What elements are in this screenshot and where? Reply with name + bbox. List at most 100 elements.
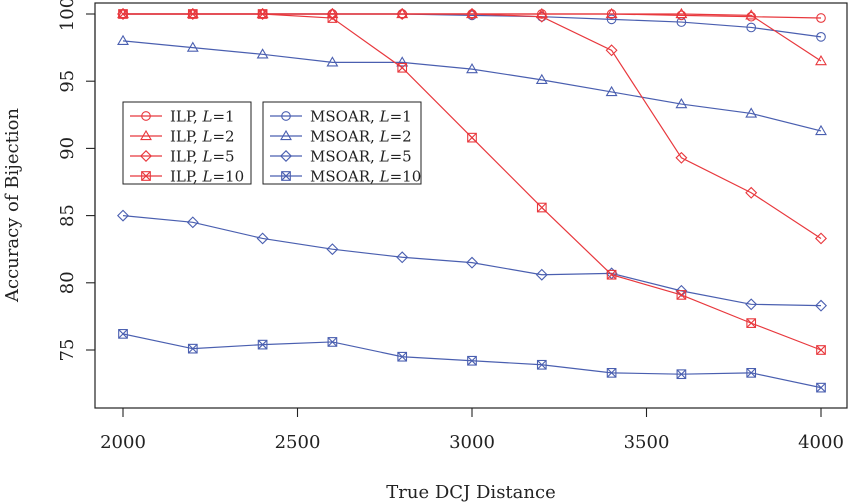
legend-msoar: MSOAR, L=1 MSOAR, L=2 MSOAR, L=5 MSOAR, L=1…: [262, 101, 422, 186]
data-point: [186, 7, 199, 19]
data-point: [326, 56, 339, 67]
legend-label: MSOAR, L=5: [310, 148, 412, 166]
legend-ilp: ILP, L=1 ILP, L=2 ILP, L=5 ILP, L=10: [122, 101, 252, 186]
data-point: [118, 329, 128, 339]
legend-entry: MSOAR, L=5: [270, 148, 412, 166]
x-tick-label: 4000: [798, 432, 844, 453]
data-point: [396, 56, 409, 67]
data-point: [467, 132, 477, 143]
data-point: [675, 284, 688, 297]
y-tick-label: 80: [57, 271, 78, 294]
data-point: [746, 367, 757, 378]
data-point: [746, 318, 757, 328]
data-point: [605, 44, 618, 57]
legend-entry: MSOAR, L=10: [270, 168, 421, 186]
data-point: [117, 8, 129, 20]
series-msoar-l-2: [117, 34, 827, 136]
data-point: [745, 186, 758, 199]
y-tick-label: 95: [57, 70, 78, 93]
x-tick-label: 3000: [449, 432, 495, 453]
series-msoar-l-10: [118, 329, 826, 393]
data-point: [327, 337, 338, 347]
legend-entry: ILP, L=5: [130, 148, 235, 166]
legend-entry: MSOAR, L=2: [270, 128, 412, 146]
data-point: [396, 251, 409, 264]
data-point: [535, 268, 548, 281]
data-point: [815, 299, 827, 312]
data-point: [256, 8, 269, 20]
data-point: [326, 243, 339, 256]
y-tick-label: 85: [57, 204, 78, 227]
legend-entry: ILP, L=1: [130, 108, 235, 126]
x-axis: 2000 2500 3000 3500 4000: [100, 407, 844, 453]
data-point: [745, 107, 758, 118]
legend-entry: ILP, L=10: [130, 168, 244, 186]
data-point: [467, 355, 477, 366]
data-point: [815, 124, 827, 136]
legend-entry: ILP, L=2: [130, 128, 235, 146]
data-point: [816, 13, 826, 23]
data-point: [326, 8, 339, 20]
legend-label: ILP, L=1: [170, 108, 235, 126]
y-tick-label: 100: [57, 0, 78, 31]
series-ilp-l-1: [118, 9, 826, 23]
y-axis-label: Accuracy of Bijection: [2, 108, 23, 303]
data-point: [466, 8, 478, 20]
y-tick-label: 75: [57, 339, 78, 362]
series-layer: [117, 7, 827, 393]
data-point: [117, 34, 129, 46]
data-point: [816, 31, 826, 42]
data-point: [675, 7, 688, 19]
data-point: [745, 298, 758, 311]
data-point: [675, 97, 688, 109]
x-tick-label: 2500: [275, 432, 321, 453]
data-point: [186, 8, 199, 20]
data-point: [606, 14, 617, 25]
data-point: [396, 7, 409, 19]
data-point: [186, 216, 199, 229]
data-point: [117, 209, 129, 222]
data-point: [815, 54, 827, 66]
data-point: [536, 359, 547, 370]
y-axis: 75 80 85 90 95 100: [57, 0, 96, 362]
data-point: [746, 22, 757, 33]
x-tick-label: 2000: [100, 432, 146, 453]
x-axis-label: True DCJ Distance: [386, 482, 555, 502]
legend-swatch-marker: [140, 150, 152, 162]
legend-swatch-marker: [280, 129, 292, 141]
data-point: [535, 73, 548, 85]
data-point: [466, 63, 478, 74]
legend-label: ILP, L=5: [170, 148, 235, 166]
data-point: [535, 10, 548, 23]
data-point: [396, 8, 409, 20]
data-point: [186, 41, 199, 52]
data-point: [605, 7, 618, 19]
data-point: [675, 151, 688, 164]
data-point: [117, 7, 129, 19]
data-point: [676, 290, 687, 300]
legend-swatch-marker: [281, 171, 291, 181]
data-point: [676, 369, 687, 380]
data-point: [118, 9, 128, 19]
data-point: [256, 232, 269, 245]
data-point: [256, 7, 269, 19]
data-point: [745, 9, 758, 20]
data-point: [397, 62, 408, 73]
data-point: [815, 232, 827, 245]
legend-label: MSOAR, L=1: [310, 108, 412, 126]
legend-swatch-marker: [141, 111, 151, 121]
data-point: [257, 9, 268, 19]
data-point: [187, 343, 198, 354]
data-point: [816, 345, 826, 355]
x-tick-label: 3500: [624, 432, 670, 453]
data-point: [466, 256, 478, 269]
legend-label: ILP, L=10: [170, 168, 244, 186]
data-point: [187, 9, 198, 19]
data-point: [606, 367, 617, 378]
data-point: [536, 202, 547, 213]
data-point: [327, 13, 338, 23]
data-point: [466, 7, 478, 19]
data-point: [816, 382, 826, 393]
series-line: [122, 40, 822, 132]
